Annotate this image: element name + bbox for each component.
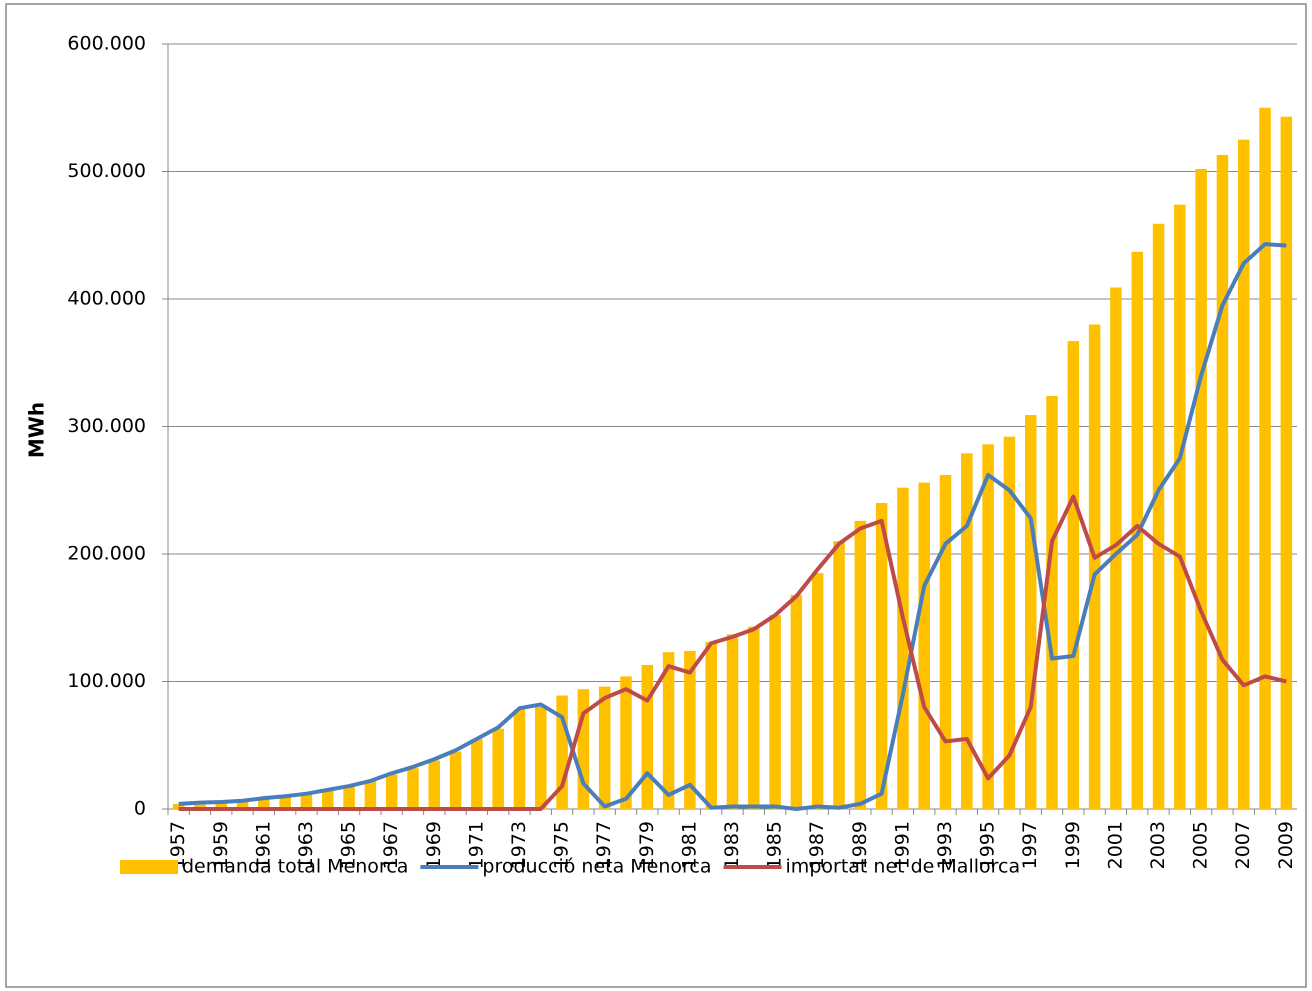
bar bbox=[641, 664, 654, 809]
bar bbox=[961, 453, 973, 809]
bar bbox=[662, 652, 675, 809]
bar bbox=[726, 634, 739, 809]
x-tick-label: 1969 bbox=[423, 821, 445, 869]
bar bbox=[897, 487, 909, 809]
bar bbox=[428, 760, 441, 809]
bar bbox=[471, 738, 483, 809]
bar bbox=[705, 641, 717, 809]
x-tick-label: 1993 bbox=[934, 821, 956, 869]
legend-label: importat net de Mallorca bbox=[786, 856, 1021, 878]
bar bbox=[1259, 107, 1271, 809]
x-tick-label: 1957 bbox=[167, 821, 189, 869]
line bbox=[178, 242, 1287, 811]
x-tick-label: 1961 bbox=[252, 821, 274, 869]
bar bbox=[215, 801, 228, 809]
bar bbox=[875, 503, 888, 809]
bar bbox=[748, 626, 760, 809]
bar bbox=[258, 798, 270, 809]
bar bbox=[364, 780, 377, 809]
y-tick-label: 200.000 bbox=[67, 543, 146, 565]
y-tick-label: 100.000 bbox=[67, 670, 146, 692]
x-tick-label: 1963 bbox=[295, 821, 317, 869]
x-tick-label: 1989 bbox=[849, 821, 871, 869]
bar bbox=[833, 541, 845, 809]
bar bbox=[1067, 341, 1080, 809]
bar bbox=[982, 444, 994, 809]
x-tick-label: 1997 bbox=[1019, 821, 1041, 869]
bar bbox=[790, 594, 803, 809]
bar bbox=[1280, 116, 1293, 810]
bar bbox=[513, 709, 526, 809]
bar bbox=[1046, 395, 1058, 809]
bar bbox=[854, 520, 867, 809]
bar bbox=[407, 768, 419, 809]
bar bbox=[1152, 223, 1165, 809]
bar bbox=[918, 482, 930, 809]
x-tick-label: 1967 bbox=[380, 821, 402, 869]
x-tick-label: 1959 bbox=[210, 821, 232, 869]
x-tick-label: 2003 bbox=[1147, 821, 1169, 869]
bar bbox=[769, 615, 781, 809]
x-tick-label: 2007 bbox=[1232, 821, 1254, 869]
bar bbox=[556, 695, 568, 809]
bar bbox=[598, 686, 611, 809]
bar bbox=[939, 474, 952, 809]
bar bbox=[1195, 168, 1207, 809]
x-tick-label: 1999 bbox=[1062, 821, 1084, 869]
bar bbox=[1237, 139, 1250, 809]
x-tick-label: 1991 bbox=[891, 821, 913, 869]
bar bbox=[300, 793, 313, 809]
legend-label: producció neta Menorca bbox=[482, 856, 711, 878]
x-tick-label: 1975 bbox=[551, 821, 573, 869]
x-tick-label: 1985 bbox=[764, 821, 786, 869]
x-tick-label: 2001 bbox=[1104, 821, 1126, 869]
y-axis-label: MWh bbox=[25, 402, 49, 458]
bar bbox=[1088, 324, 1101, 809]
x-tick-label: 2009 bbox=[1275, 821, 1297, 869]
bar bbox=[385, 774, 398, 809]
y-tick-label: 600.000 bbox=[67, 33, 146, 55]
bar bbox=[279, 796, 291, 809]
bar bbox=[194, 802, 206, 809]
y-tick-label: 500.000 bbox=[67, 160, 146, 182]
x-tick-label: 1987 bbox=[806, 821, 828, 869]
bar bbox=[322, 789, 334, 809]
bar bbox=[172, 803, 185, 809]
x-tick-label: 1977 bbox=[593, 821, 615, 869]
x-tick-label: 1971 bbox=[465, 821, 487, 869]
bar bbox=[811, 573, 824, 809]
y-tick-label: 0 bbox=[134, 798, 146, 820]
x-tick-label: 1995 bbox=[977, 821, 999, 869]
bar bbox=[236, 800, 249, 809]
bar bbox=[1110, 287, 1122, 809]
x-tick-label: 1965 bbox=[338, 821, 360, 869]
legend-label: demanda total Menorca bbox=[182, 856, 408, 878]
bar bbox=[684, 650, 696, 809]
line bbox=[178, 494, 1287, 811]
bar bbox=[620, 676, 632, 809]
bar bbox=[1216, 154, 1229, 810]
x-tick-label: 1981 bbox=[678, 821, 700, 869]
y-tick-label: 300.000 bbox=[67, 415, 146, 437]
bar bbox=[1174, 204, 1186, 809]
bar bbox=[577, 689, 590, 809]
bar bbox=[449, 751, 462, 809]
bar bbox=[1024, 415, 1037, 809]
x-tick-label: 1983 bbox=[721, 821, 743, 869]
bar bbox=[492, 728, 504, 809]
x-tick-label: 1973 bbox=[508, 821, 530, 869]
x-tick-label: 1979 bbox=[636, 821, 658, 869]
legend-swatch bbox=[120, 860, 178, 874]
bar bbox=[535, 707, 547, 809]
y-tick-label: 400.000 bbox=[67, 288, 146, 310]
x-tick-label: 2005 bbox=[1190, 821, 1212, 869]
bar bbox=[343, 786, 355, 809]
bar bbox=[1003, 436, 1016, 809]
